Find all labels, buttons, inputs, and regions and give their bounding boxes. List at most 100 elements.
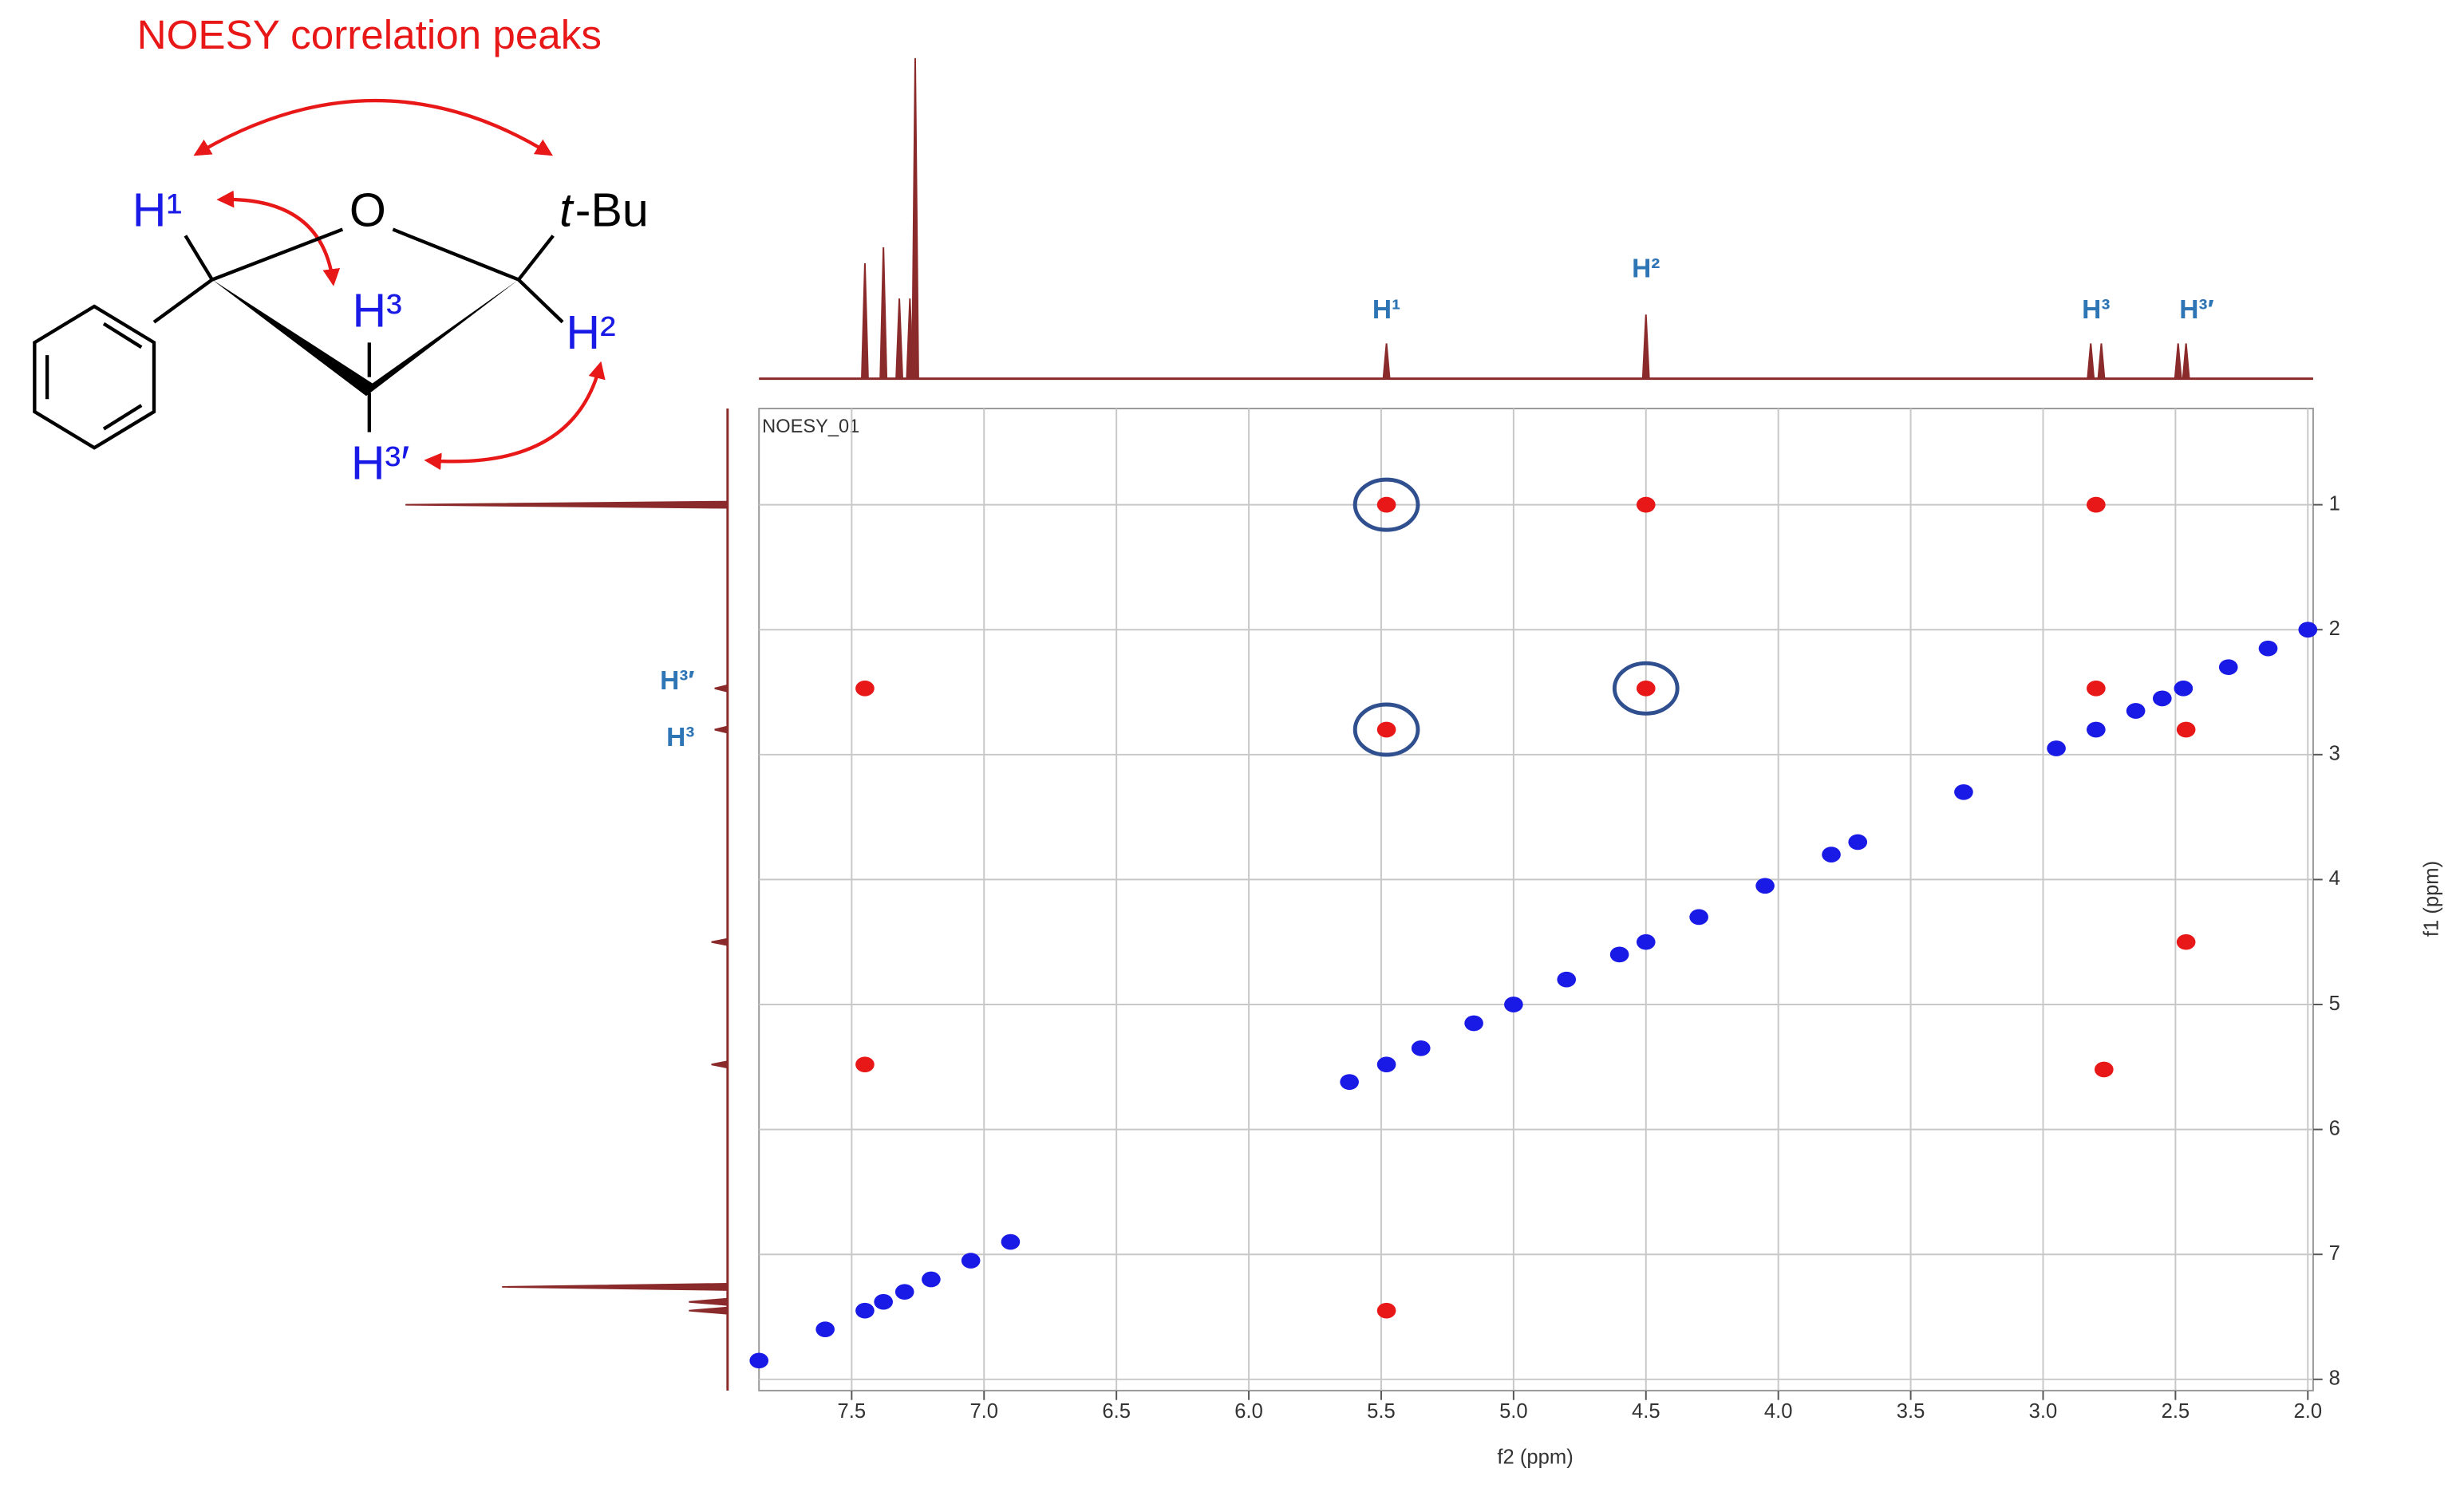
y-tick-label: 1 [2329,492,2340,515]
f1-peak [711,937,729,946]
peak [1848,834,1868,851]
f2-label: H¹ [1372,295,1400,325]
peak [2298,622,2318,638]
peak [2126,703,2146,719]
peak [1954,783,1973,800]
peak [855,680,875,697]
peak [2258,640,2278,657]
f2-peak [879,247,888,379]
x-tick-label: 5.0 [1499,1400,1528,1423]
peak [1557,971,1577,988]
peak [894,1284,914,1301]
phenyl-inner [45,322,143,431]
highlight-circle [1352,477,1420,532]
peak [1822,847,1841,862]
peak [2087,721,2106,738]
x-tick-label: 4.0 [1764,1400,1793,1423]
f2-peak [2087,343,2095,379]
x-tick-label: 3.5 [1897,1400,1925,1423]
y-tick-label: 4 [2329,867,2340,890]
peak [1464,1015,1483,1032]
f2-label: H³′ [2179,295,2213,325]
phenyl [33,304,156,450]
peak [2174,680,2194,697]
f1-peak [405,500,728,509]
peak [855,1056,875,1073]
peak [2087,680,2106,697]
plot-label: NOESY_01 [762,416,859,437]
f1-peak [711,1060,729,1069]
f1-peak [689,1306,728,1315]
peak [2047,740,2066,756]
peak [961,1253,981,1269]
peak [1755,878,1775,894]
f2-peak [2182,343,2190,379]
f2-peak [2097,343,2106,379]
x-tick-label: 6.5 [1102,1400,1131,1423]
x-tick-label: 2.0 [2293,1400,2322,1423]
peak [2094,1061,2114,1078]
x-tick-label: 5.5 [1367,1400,1396,1423]
f2-peak [2174,343,2182,379]
h3-prime: H³′ [351,437,409,490]
peak [2152,690,2172,707]
highlight-circle [1352,702,1420,757]
peak [1636,496,1656,513]
y-tick-label: 5 [2329,993,2340,1015]
f2-peak [1382,343,1391,379]
f1-peak [689,1297,728,1306]
y-tick-label: 3 [2329,743,2340,765]
x-tick-label: 3.0 [2029,1400,2058,1423]
peak [874,1293,893,1310]
noe-arrow [424,361,606,471]
peak [1636,680,1656,697]
f2-label: H³ [2082,295,2110,325]
peak [1411,1040,1431,1056]
f1-peak [502,1282,728,1291]
peak [2176,933,2196,950]
peak [922,1271,941,1288]
x-tick-label: 7.0 [969,1400,998,1423]
x-tick-label: 7.5 [838,1400,867,1423]
peak [815,1321,835,1338]
f2-peak [861,262,869,379]
peak [855,1302,875,1319]
h2: H² [566,306,615,359]
peak [1376,721,1396,738]
title: NOESY correlation peaks [137,12,602,57]
f2-label: H² [1632,255,1660,284]
y-tick-label: 7 [2329,1242,2340,1265]
f1-peak [714,684,729,693]
plot-frame [758,408,2314,1391]
y-axis-label: f1 (ppm) [2420,861,2442,937]
y-tick-label: 2 [2329,618,2340,640]
peak [2087,496,2106,513]
peak [1376,1302,1396,1319]
tbu: -Bu [575,184,649,236]
h1: H¹ [132,184,182,236]
oxygen: O [349,184,386,236]
f1-label: H³′ [660,666,694,696]
x-tick-label: 4.5 [1632,1400,1660,1423]
peak [1689,909,1708,926]
f2-peak [911,57,919,379]
noe-arrow [193,99,553,156]
peak [1340,1074,1359,1090]
f2-peak [895,298,903,379]
peak [1609,946,1629,963]
tbu-t: t [559,184,575,236]
x-axis-label: f2 (ppm) [1497,1446,1573,1468]
noe-arrow [216,190,341,286]
x-tick-label: 6.0 [1234,1400,1263,1423]
y-tick-label: 8 [2329,1368,2340,1390]
highlight-circle [1612,661,1680,716]
peak [749,1352,769,1369]
f1-label: H³ [666,723,694,752]
peak [2176,721,2196,738]
f2-peak [1641,314,1650,379]
peak [1376,496,1396,513]
h3: H³ [352,284,401,337]
f1-peak [714,725,729,734]
peak [1636,933,1656,950]
